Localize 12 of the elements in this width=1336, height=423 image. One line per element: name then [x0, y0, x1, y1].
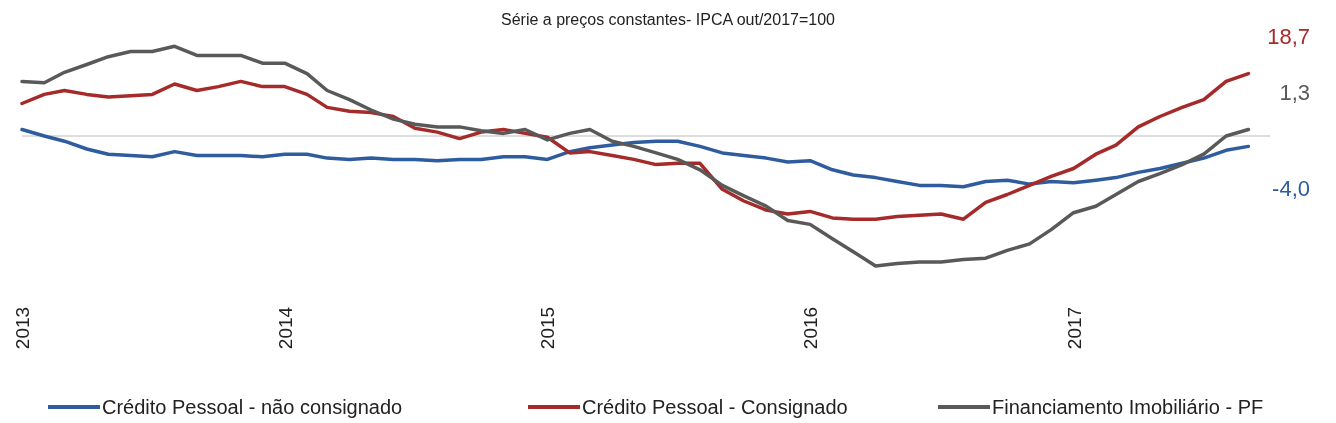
x-tick-label: 2013 — [12, 306, 33, 350]
x-tick-label: 2017 — [1063, 306, 1085, 350]
x-tick-label: 2015 — [537, 306, 559, 350]
x-tick-label: 2016 — [800, 306, 822, 350]
legend-label: Crédito Pessoal - Consignado — [582, 396, 848, 418]
text: -4,0 — [1272, 176, 1310, 202]
annotation: 18,7 — [1267, 23, 1310, 49]
chart-title: Série a preços constantes- IPCA out/2017=100 — [501, 11, 836, 28]
legend-label: Crédito Pessoal - não consignado — [102, 396, 403, 418]
text: 1,3 — [1279, 79, 1310, 105]
x-tick-label: 2014 — [274, 306, 296, 350]
legend-label: Financiamento Imobiliário - PF — [992, 396, 1264, 418]
